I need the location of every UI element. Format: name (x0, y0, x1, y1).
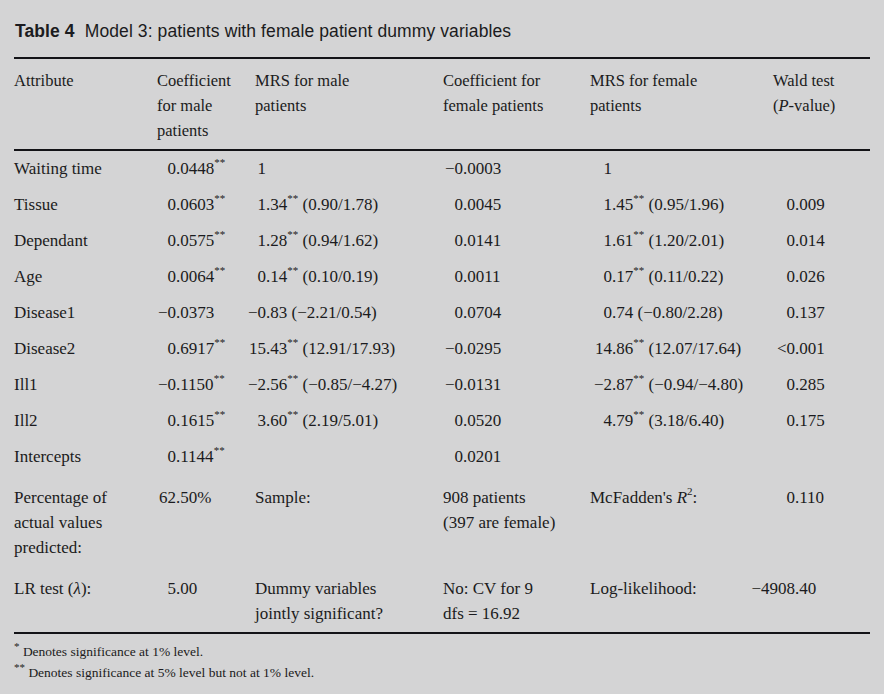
table-row: Ill20.1615**3.60** (2.19/5.01)0.05204.79… (14, 403, 870, 439)
column-header: MRS for femalepatients (590, 68, 773, 118)
header-row: AttributeCoefficientfor malepatientsMRS … (14, 59, 870, 146)
cell: 0.0011 (443, 259, 590, 295)
bottom-rule (14, 632, 870, 634)
cell: 908 patients(397 are female) (443, 481, 590, 535)
table-row: Age0.0064**0.14** (0.10/0.19)0.00110.17*… (14, 259, 870, 295)
cell: −2.56** (−0.85/−4.27) (255, 367, 443, 403)
cell: −2.87** (−0.94/−4.80) (590, 367, 773, 403)
row-label: Intercepts (14, 439, 157, 475)
column-header: MRS for malepatients (255, 68, 443, 118)
cell: No: CV for 9dfs = 16.92 (443, 572, 590, 626)
cell: 5.00 (157, 572, 255, 601)
cell: 1.45** (0.95/1.96) (590, 187, 773, 223)
cell: 3.60** (2.19/5.01) (255, 403, 443, 439)
column-header: Coefficientfor malepatients (157, 68, 255, 143)
cell: Dummy variablesjointly significant? (255, 572, 443, 626)
cell: Sample: (255, 481, 443, 510)
cell: 0.0704 (443, 295, 590, 331)
cell: 14.86** (12.07/17.64) (590, 331, 773, 367)
cell: 0.026 (773, 259, 870, 295)
cell: McFadden's R2: (590, 481, 773, 510)
cell: −0.0131 (443, 367, 590, 403)
cell: 62.50% (157, 481, 255, 510)
cell: 0.0201 (443, 439, 590, 475)
cell: −0.83 (−2.21/0.54) (255, 295, 443, 331)
cell: 0.009 (773, 187, 870, 223)
row-label: Ill2 (14, 403, 157, 439)
footnote: ** Denotes significance at 5% level but … (14, 662, 870, 683)
cell: 15.43** (12.91/17.93) (255, 331, 443, 367)
table-row: Dependant0.0575**1.28** (0.94/1.62)0.014… (14, 223, 870, 259)
cell: Log-likelihood: (590, 572, 773, 601)
column-header: Attribute (14, 68, 157, 93)
row-label: Percentage ofactual valuespredicted: (14, 481, 157, 560)
cell: 1.61** (1.20/2.01) (590, 223, 773, 259)
cell: 0.6917** (157, 331, 255, 367)
cell: −0.1150** (157, 367, 255, 403)
row-label: LR test (λ): (14, 572, 157, 601)
table-title-label: Table 4 (15, 21, 75, 41)
cell: 0.0141 (443, 223, 590, 259)
cell: −4908.40 (773, 572, 870, 601)
cell: 1.34** (0.90/1.78) (255, 187, 443, 223)
table-title-text: Model 3: patients with female patient du… (85, 21, 511, 41)
table-row: Percentage ofactual valuespredicted:62.5… (14, 481, 870, 560)
table-row: Disease20.6917**15.43** (12.91/17.93)−0.… (14, 331, 870, 367)
row-label: Ill1 (14, 367, 157, 403)
cell: 4.79** (3.18/6.40) (590, 403, 773, 439)
column-header: Coefficient forfemale patients (443, 68, 590, 118)
row-label: Waiting time (14, 151, 157, 187)
cell: 1 (590, 151, 773, 187)
cell: 1 (255, 151, 443, 187)
table-row: Intercepts0.1144** 0.0201 (14, 439, 870, 475)
table-title: Table 4 Model 3: patients with female pat… (15, 18, 870, 44)
cell: 0.74 (−0.80/2.28) (590, 295, 773, 331)
cell: 0.0045 (443, 187, 590, 223)
cell: −0.0295 (443, 331, 590, 367)
column-header: Wald test(P-value) (773, 68, 870, 118)
table-row: Waiting time0.0448**1−0.00031 (14, 151, 870, 187)
row-label: Age (14, 259, 157, 295)
cell: 0.014 (773, 223, 870, 259)
table-row: LR test (λ):5.00Dummy variablesjointly s… (14, 572, 870, 626)
row-label: Disease1 (14, 295, 157, 331)
cell: 0.110 (773, 481, 870, 510)
cell: 0.1615** (157, 403, 255, 439)
cell: 0.137 (773, 295, 870, 331)
cell: 0.17** (0.11/0.22) (590, 259, 773, 295)
cell: 0.0603** (157, 187, 255, 223)
row-label: Dependant (14, 223, 157, 259)
cell: <0.001 (773, 331, 870, 367)
cell: 0.175 (773, 403, 870, 439)
cell: 0.0575** (157, 223, 255, 259)
cell: 0.0520 (443, 403, 590, 439)
table-row: Disease1−0.0373−0.83 (−2.21/0.54)0.07040… (14, 295, 870, 331)
cell: 0.0448** (157, 151, 255, 187)
row-label: Disease2 (14, 331, 157, 367)
cell: 0.0064** (157, 259, 255, 295)
table-row: Ill1−0.1150**−2.56** (−0.85/−4.27)−0.013… (14, 367, 870, 403)
cell: 0.285 (773, 367, 870, 403)
footnotes: * Denotes significance at 1% level.** De… (14, 641, 870, 683)
page: Table 4 Model 3: patients with female pat… (0, 0, 884, 694)
table-body: Waiting time0.0448**1−0.00031Tissue0.060… (14, 151, 870, 626)
cell: 1.28** (0.94/1.62) (255, 223, 443, 259)
table-row: Tissue0.0603**1.34** (0.90/1.78)0.00451.… (14, 187, 870, 223)
row-label: Tissue (14, 187, 157, 223)
footnote: * Denotes significance at 1% level. (14, 641, 870, 662)
cell: −0.0003 (443, 151, 590, 187)
cell: −0.0373 (157, 295, 255, 331)
cell: 0.1144** (157, 439, 255, 475)
cell: 0.14** (0.10/0.19) (255, 259, 443, 295)
